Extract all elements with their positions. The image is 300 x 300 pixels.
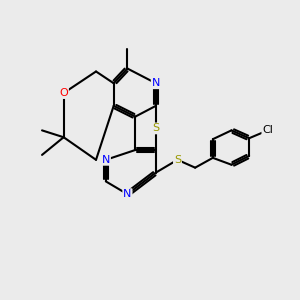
Text: N: N	[123, 189, 132, 199]
Text: N: N	[152, 78, 160, 88]
Text: O: O	[59, 88, 68, 98]
Text: S: S	[152, 123, 160, 134]
Text: S: S	[174, 155, 181, 165]
Text: N: N	[102, 155, 110, 165]
Text: Cl: Cl	[262, 125, 273, 135]
